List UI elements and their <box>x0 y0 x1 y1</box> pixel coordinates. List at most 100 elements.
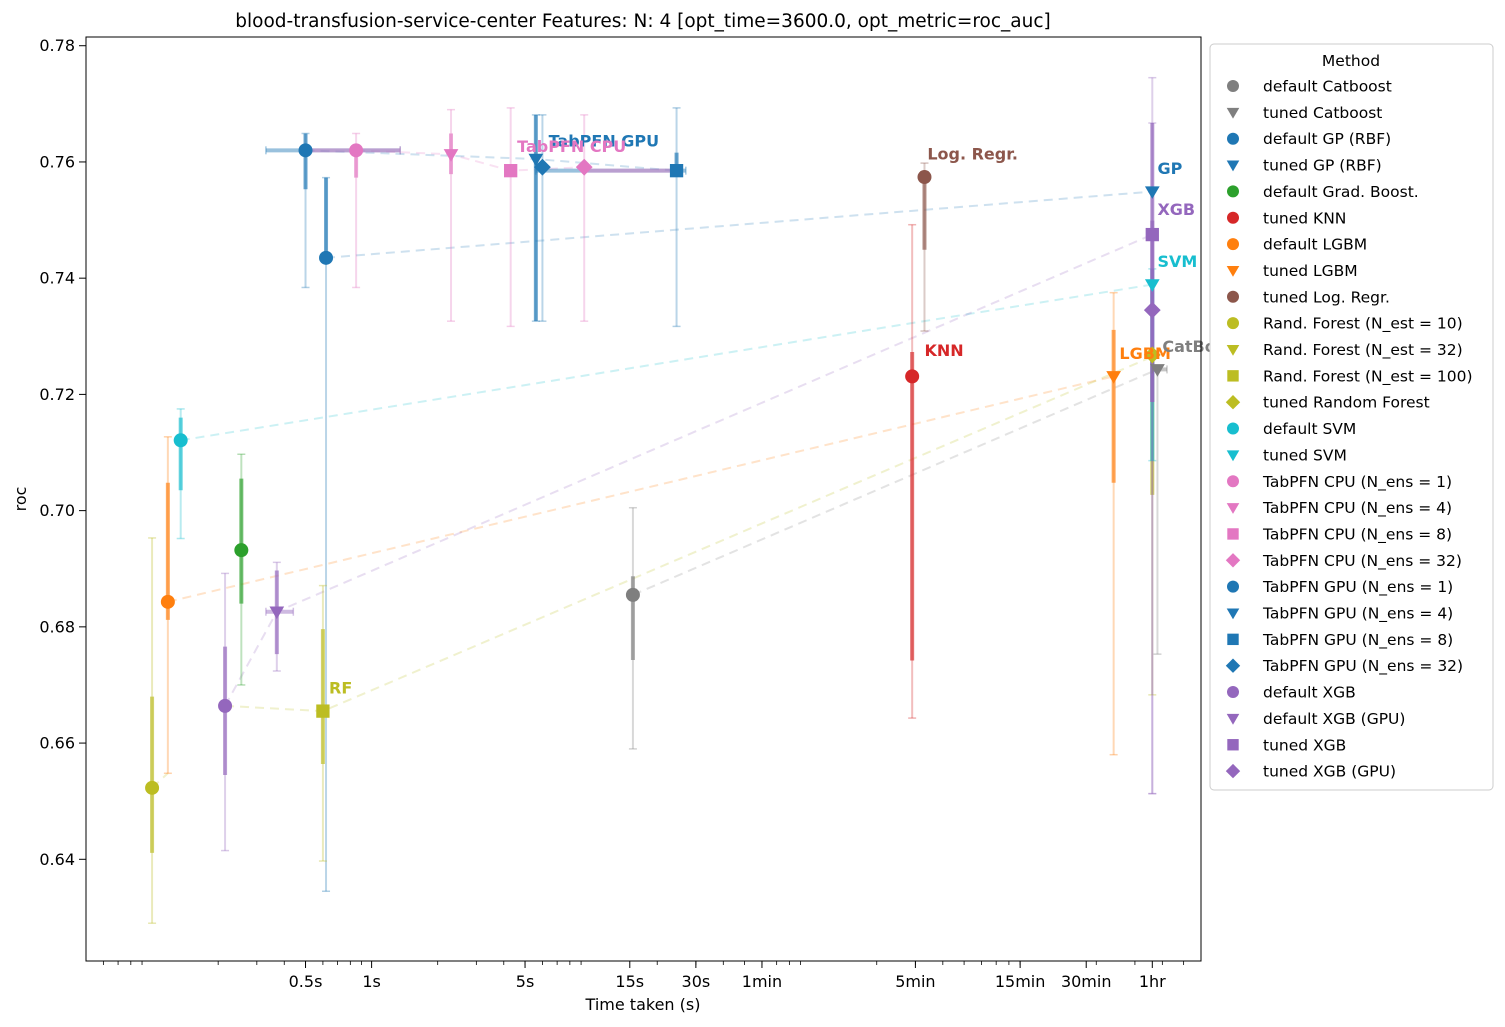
legend-marker-tuned-xgb-gpu <box>1225 763 1241 779</box>
legend-marker-default-svm <box>1227 422 1239 435</box>
legend-marker-tabpfn-gpu-n-ens-4 <box>1226 608 1240 620</box>
legend-marker-tabpfn-gpu-n-ens-8 <box>1227 633 1239 646</box>
tabpfn-gpu-n-ens-4-point <box>528 153 544 167</box>
tabpfn-gpu-n-ens-8-point <box>669 164 684 178</box>
tuned-gp-rbf-point <box>1144 186 1160 199</box>
legend-label-tuned-random-forest: tuned Random Forest <box>1263 394 1430 412</box>
x-tick-label: 15s <box>615 972 644 991</box>
legend-label-tabpfn-gpu-n-ens-8: TabPFN GPU (N_ens = 8) <box>1262 631 1453 650</box>
default-xgb-gpu-point <box>269 606 285 620</box>
legend-label-default-lgbm: default LGBM <box>1263 236 1367 254</box>
x-axis-label: Time taken (s) <box>585 995 701 1014</box>
legend-label-tabpfn-gpu-n-ens-32: TabPFN GPU (N_ens = 32) <box>1262 657 1463 676</box>
legend-marker-default-catboost <box>1227 80 1239 92</box>
annotation-lgbm: LGBM <box>1119 344 1170 363</box>
legend-label-tuned-gp-rbf: tuned GP (RBF) <box>1263 157 1382 175</box>
legend-label-default-grad-boost: default Grad. Boost. <box>1263 183 1419 201</box>
data-markers <box>145 143 1165 795</box>
x-tick-label: 0.5s <box>289 972 323 991</box>
legend-marker-default-xgb <box>1227 686 1239 699</box>
tabpfn-cpu-n-ens-32-point <box>575 158 593 176</box>
legend-marker-tuned-random-forest <box>1225 395 1241 410</box>
legend-label-tabpfn-cpu-n-ens-8: TabPFN CPU (N_ens = 8) <box>1262 525 1452 544</box>
x-axis: 0.5s 1s 5s 15s 30s 1min 5min 15min 30min 1hr <box>102 961 1185 991</box>
trend-line-3 <box>167 375 1114 603</box>
x-tick-label: 5min <box>895 972 935 991</box>
x-tick-label: 5s <box>516 972 535 991</box>
legend-label-tuned-log-regr: tuned Log. Regr. <box>1263 288 1390 306</box>
legend-marker-rand-forest-n-est-10 <box>1227 317 1239 330</box>
default-catboost-point <box>625 587 640 602</box>
error-bars <box>148 76 1168 924</box>
x-tick-label: 15min <box>995 972 1046 991</box>
legend-label-tabpfn-gpu-n-ens-4: TabPFN GPU (N_ens = 4) <box>1262 605 1453 624</box>
legend-marker-tuned-gp-rbf <box>1226 160 1240 172</box>
y-tick-label: 0.64 <box>39 850 75 869</box>
trend-line-8 <box>356 149 585 172</box>
x-tick-label: 1s <box>362 972 381 991</box>
legend-label-tabpfn-cpu-n-ens-4: TabPFN CPU (N_ens = 4) <box>1262 499 1452 518</box>
tabpfn-gpu-n-ens-32-point <box>534 158 551 176</box>
legend-marker-tuned-catboost <box>1226 107 1240 119</box>
annotation-svm: SVM <box>1157 252 1197 271</box>
y-tick-label: 0.70 <box>39 501 75 520</box>
tabpfn-cpu-n-ens-4-point <box>443 149 459 162</box>
tuned-xgb-gpu-point <box>1143 301 1161 319</box>
annotation-knn: KNN <box>924 341 963 360</box>
x-tick-label: 1min <box>742 972 782 991</box>
default-grad-boost-point <box>234 543 249 558</box>
y-tick-label: 0.72 <box>39 385 75 404</box>
legend: Method default Catboost tuned Catboost def… <box>1209 43 1494 791</box>
legend-title: Method <box>1322 52 1380 70</box>
legend-marker-tuned-lgbm <box>1226 265 1240 277</box>
legend-label-tuned-knn: tuned KNN <box>1263 209 1346 227</box>
tuned-catboost-point <box>1150 364 1165 377</box>
y-tick-label: 0.74 <box>39 269 75 288</box>
tuned-xgb-point <box>1145 227 1159 242</box>
annotation-log-regr: Log. Regr. <box>927 145 1018 164</box>
legend-marker-default-grad-boost <box>1227 185 1239 198</box>
tabpfn-cpu-n-ens-1-point <box>349 143 364 158</box>
legend-label-rand-forest-n-est-32: Rand. Forest (N_est = 32) <box>1263 341 1463 360</box>
y-axis-label: roc <box>11 487 30 512</box>
legend-marker-rand-forest-n-est-100 <box>1227 370 1239 382</box>
y-tick-label: 0.76 <box>39 152 75 171</box>
default-gp-rbf-point <box>319 250 334 265</box>
legend-marker-tabpfn-gpu-n-ens-1 <box>1227 580 1239 593</box>
trend-line-5 <box>225 355 1153 713</box>
trend-line-6 <box>632 368 1158 596</box>
default-svm-point <box>173 433 188 448</box>
legend-marker-tuned-xgb <box>1227 739 1239 751</box>
trend-line-7 <box>224 233 1153 707</box>
legend-label-tabpfn-cpu-n-ens-32: TabPFN CPU (N_ens = 32) <box>1262 552 1462 571</box>
legend-label-default-svm: default SVM <box>1263 420 1356 438</box>
legend-frame <box>1209 43 1494 791</box>
tuned-svm-point <box>1144 279 1160 292</box>
y-tick-label: 0.78 <box>39 36 75 55</box>
legend-label-rand-forest-n-est-10: Rand. Forest (N_est = 10) <box>1263 315 1463 334</box>
legend-marker-tuned-log-regr <box>1227 290 1239 303</box>
legend-marker-tabpfn-cpu-n-ens-4 <box>1226 503 1240 514</box>
annotation-gp: GP <box>1157 159 1182 178</box>
tuned-random-forest-point <box>1143 346 1161 364</box>
tuned-log-regr-point <box>917 170 932 185</box>
annotation-xgb: XGB <box>1157 200 1195 219</box>
legend-marker-default-lgbm <box>1227 238 1239 251</box>
legend-label-default-gp-rbf: default GP (RBF) <box>1263 130 1391 148</box>
tuned-knn-point <box>905 369 920 384</box>
legend-label-rand-forest-n-est-100: Rand. Forest (N_est = 100) <box>1263 367 1473 386</box>
x-tick-label: 30min <box>1061 972 1112 991</box>
legend-marker-tabpfn-cpu-n-ens-8 <box>1227 528 1239 540</box>
legend-label-tuned-catboost: tuned Catboost <box>1263 104 1382 122</box>
default-xgb-point <box>218 698 233 713</box>
legend-label-tuned-svm: tuned SVM <box>1263 446 1347 464</box>
chart-title: blood-transfusion-service-center Feature… <box>235 11 1050 32</box>
legend-label-tuned-xgb: tuned XGB <box>1263 736 1346 754</box>
legend-marker-tabpfn-gpu-n-ens-32 <box>1225 658 1241 673</box>
tuned-lgbm-point <box>1106 371 1121 384</box>
plot-frame <box>85 36 1202 962</box>
legend-label-tuned-xgb-gpu: tuned XGB (GPU) <box>1263 763 1396 781</box>
x-tick-label: 1hr <box>1139 972 1166 991</box>
rand-forest-n-est-10-point <box>145 780 160 795</box>
